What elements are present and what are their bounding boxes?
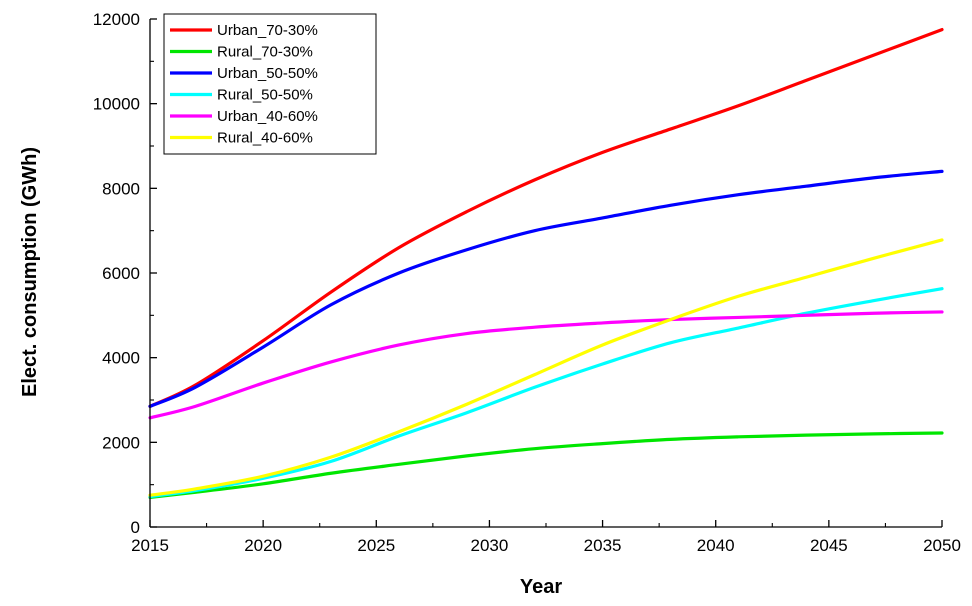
legend-label-urban-50-50: Urban_50-50%	[217, 65, 318, 82]
y-tick-label: 10000	[93, 95, 140, 114]
y-axis-title: Elect. consumption (GWh)	[19, 147, 41, 397]
legend-label-rural-50-50: Rural_50-50%	[217, 87, 313, 104]
x-tick-label: 2035	[584, 536, 622, 555]
legend-label-urban-70-30: Urban_70-30%	[217, 22, 318, 39]
series-line-rural-70-30	[148, 431, 944, 499]
legend-label-rural-40-60: Rural_40-60%	[217, 130, 313, 147]
legend-label-urban-40-60: Urban_40-60%	[217, 108, 318, 125]
series-layer	[148, 27, 944, 499]
x-tick-label: 2025	[357, 536, 395, 555]
x-tick-label: 2020	[244, 536, 282, 555]
series-line-rural-40-60	[148, 238, 944, 497]
legend-label-rural-70-30: Rural_70-30%	[217, 44, 313, 61]
x-axis-title: Year	[520, 576, 562, 598]
series-line-rural-50-50	[148, 287, 944, 499]
legend: Urban_70-30% Rural_70-30% Urban_50-50% Rura…	[163, 13, 377, 155]
ticks-layer: 2015 2020 2025 2030 2035 2040 2045 2050 0 2000 400…	[93, 10, 961, 555]
x-tick-label: 2030	[471, 536, 509, 555]
y-tick-label: 4000	[102, 349, 140, 368]
series-line-urban-50-50	[148, 169, 944, 408]
x-tick-label: 2045	[810, 536, 848, 555]
y-tick-label: 6000	[102, 264, 140, 283]
y-tick-label: 2000	[102, 433, 140, 452]
series-line-urban-40-60	[148, 310, 944, 420]
legend-box	[163, 13, 377, 155]
x-tick-label: 2015	[131, 536, 169, 555]
series-line-urban-70-30	[148, 27, 944, 408]
y-tick-label: 12000	[93, 10, 140, 29]
y-tick-label: 0	[131, 518, 140, 537]
x-tick-label: 2050	[923, 536, 961, 555]
x-tick-label: 2040	[697, 536, 735, 555]
y-tick-label: 8000	[102, 179, 140, 198]
